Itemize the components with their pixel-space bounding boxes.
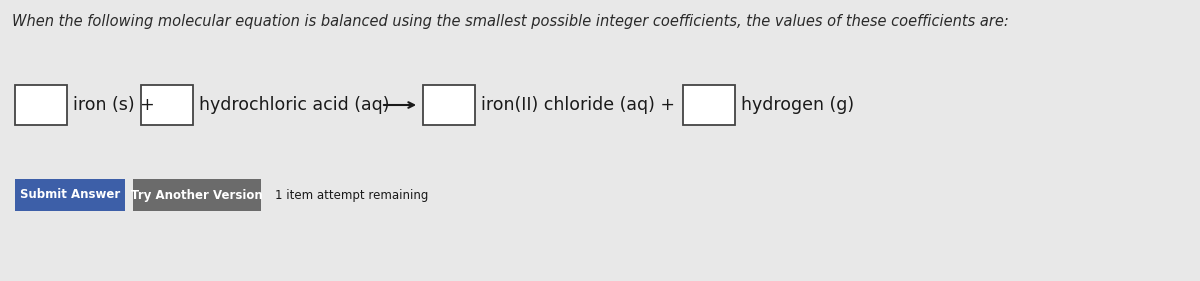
Bar — [14, 85, 67, 125]
Text: hydrochloric acid (aq): hydrochloric acid (aq) — [199, 96, 390, 114]
Bar — [683, 85, 734, 125]
Bar — [424, 85, 475, 125]
Text: 1 item attempt remaining: 1 item attempt remaining — [275, 189, 428, 201]
Text: Submit Answer: Submit Answer — [20, 189, 120, 201]
Bar — [142, 85, 193, 125]
Bar — [14, 179, 125, 211]
Text: When the following molecular equation is balanced using the smallest possible in: When the following molecular equation is… — [12, 14, 1009, 29]
Text: iron (s) +: iron (s) + — [73, 96, 155, 114]
Text: Try Another Version: Try Another Version — [131, 189, 263, 201]
Bar — [133, 179, 262, 211]
Text: hydrogen (g): hydrogen (g) — [742, 96, 854, 114]
Text: iron(II) chloride (aq) +: iron(II) chloride (aq) + — [481, 96, 674, 114]
